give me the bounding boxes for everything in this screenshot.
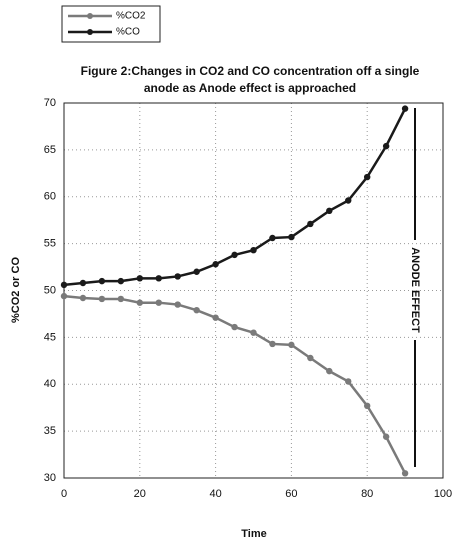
data-point (307, 354, 314, 362)
data-point (79, 279, 87, 287)
legend-label: %CO2 (116, 11, 146, 22)
data-point (326, 207, 333, 215)
annotation-bg (407, 240, 423, 340)
title-line: Figure 2:Changes in CO2 and CO concentra… (81, 64, 420, 78)
plot-frame (63, 102, 444, 479)
data-point (401, 105, 409, 112)
y-tick-label: 70 (44, 97, 56, 109)
data-point (401, 470, 409, 477)
series-line (63, 294, 407, 474)
data-point (60, 292, 68, 300)
data-point (288, 341, 295, 349)
data-point (269, 340, 276, 348)
series-line (63, 108, 407, 287)
data-point (60, 281, 68, 289)
data-point (174, 301, 181, 308)
data-point (136, 299, 143, 306)
title-line: anode as Anode effect is approached (144, 81, 356, 95)
data-point (174, 273, 181, 280)
y-tick-label: 65 (44, 144, 56, 156)
y-tick-label: 45 (44, 331, 56, 343)
data-point (345, 378, 352, 385)
data-point (364, 173, 371, 181)
data-point (288, 233, 295, 241)
data-point (382, 142, 390, 150)
data-point (382, 433, 390, 440)
x-tick-label: 60 (285, 488, 297, 500)
x-tick-label: 100 (434, 488, 452, 500)
data-point (231, 251, 238, 259)
data-point (307, 220, 314, 228)
legend-box (61, 5, 161, 43)
y-tick-label: 30 (44, 472, 56, 484)
data-point (193, 268, 200, 275)
data-point (345, 197, 352, 204)
data-point (231, 323, 238, 331)
annotation: ANODE EFFECT (409, 247, 421, 333)
data-point (79, 294, 87, 302)
data-point (212, 314, 219, 321)
data-point (98, 295, 106, 303)
legend-marker (87, 13, 93, 19)
chart-title: Figure 2:Changes in CO2 and CO concentra… (81, 64, 420, 95)
data-point (326, 367, 333, 375)
x-tick-label: 40 (209, 488, 221, 500)
data-point (136, 275, 143, 282)
y-tick-label: 55 (44, 238, 56, 250)
x-tick-label: 80 (361, 488, 373, 500)
y-tick-label: 35 (44, 425, 56, 437)
x-tick-label: 20 (134, 488, 146, 500)
data-point (155, 299, 162, 306)
y-tick-label: 40 (44, 378, 56, 390)
y-tick-label: 60 (44, 191, 56, 203)
data-point (269, 234, 276, 242)
data-point (250, 329, 257, 336)
data-point (250, 246, 257, 254)
legend-label: %CO (116, 27, 140, 38)
data-point (98, 277, 106, 285)
x-tick-label: 0 (61, 488, 67, 500)
data-point (155, 275, 162, 282)
data-point (193, 306, 200, 314)
legend-marker (87, 29, 93, 35)
y-axis-label: %CO2 or CO (10, 257, 22, 323)
data-point (364, 402, 371, 410)
y-tick-label: 50 (44, 284, 56, 296)
data-point (212, 261, 219, 268)
x-axis-label: Time (241, 528, 266, 540)
data-point (117, 295, 125, 303)
data-point (117, 277, 125, 285)
